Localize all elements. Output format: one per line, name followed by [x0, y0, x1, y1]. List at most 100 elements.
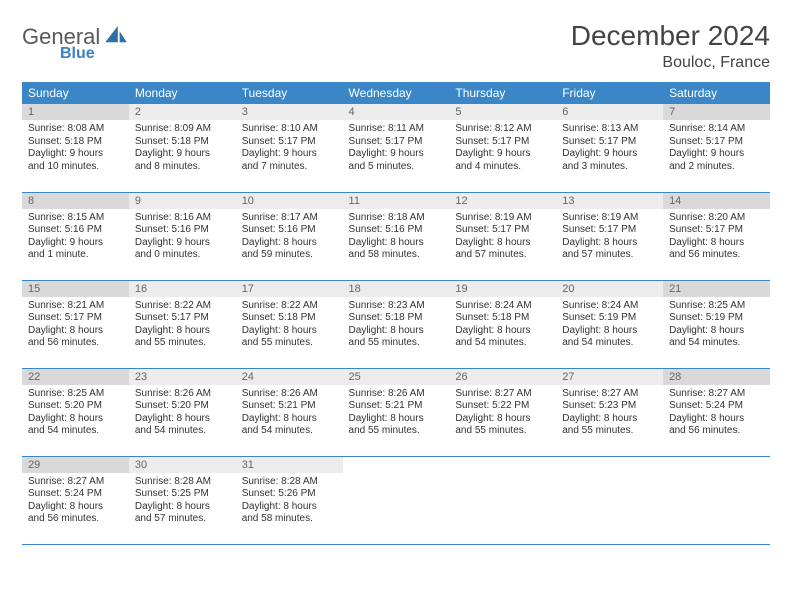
calendar-cell: 4Sunrise: 8:11 AMSunset: 5:17 PMDaylight… — [343, 104, 450, 192]
day-sunset: Sunset: 5:18 PM — [349, 312, 444, 325]
day-sunset: Sunset: 5:19 PM — [562, 312, 657, 325]
day-sunrise: Sunrise: 8:09 AM — [135, 123, 230, 136]
day-sunset: Sunset: 5:16 PM — [28, 224, 123, 237]
logo-sail-icon — [105, 26, 127, 44]
day-sunrise: Sunrise: 8:21 AM — [28, 300, 123, 313]
calendar-cell: .. — [556, 456, 663, 544]
day-detail: Sunrise: 8:14 AMSunset: 5:17 PMDaylight:… — [663, 120, 770, 177]
day-number: 26 — [449, 369, 556, 385]
day-number: 27 — [556, 369, 663, 385]
day-sunrise: Sunrise: 8:14 AM — [669, 123, 764, 136]
day-daylight2: and 54 minutes. — [135, 425, 230, 438]
day-detail: Sunrise: 8:27 AMSunset: 5:23 PMDaylight:… — [556, 385, 663, 442]
day-daylight2: and 0 minutes. — [135, 249, 230, 262]
day-detail: Sunrise: 8:15 AMSunset: 5:16 PMDaylight:… — [22, 209, 129, 266]
day-number: 15 — [22, 281, 129, 297]
day-daylight1: Daylight: 8 hours — [242, 413, 337, 426]
day-daylight2: and 7 minutes. — [242, 161, 337, 174]
day-sunrise: Sunrise: 8:13 AM — [562, 123, 657, 136]
day-detail: Sunrise: 8:28 AMSunset: 5:26 PMDaylight:… — [236, 473, 343, 530]
day-daylight2: and 5 minutes. — [349, 161, 444, 174]
day-detail: Sunrise: 8:24 AMSunset: 5:18 PMDaylight:… — [449, 297, 556, 354]
day-sunset: Sunset: 5:17 PM — [349, 136, 444, 149]
day-daylight1: Daylight: 8 hours — [562, 237, 657, 250]
day-sunset: Sunset: 5:17 PM — [135, 312, 230, 325]
day-number: 3 — [236, 104, 343, 120]
day-daylight2: and 54 minutes. — [562, 337, 657, 350]
day-sunset: Sunset: 5:17 PM — [562, 224, 657, 237]
day-number: 18 — [343, 281, 450, 297]
weekday-sunday: Sunday — [22, 82, 129, 104]
calendar-cell: 15Sunrise: 8:21 AMSunset: 5:17 PMDayligh… — [22, 280, 129, 368]
day-detail: Sunrise: 8:27 AMSunset: 5:24 PMDaylight:… — [22, 473, 129, 530]
day-detail: Sunrise: 8:10 AMSunset: 5:17 PMDaylight:… — [236, 120, 343, 177]
day-daylight2: and 55 minutes. — [135, 337, 230, 350]
calendar-cell: 12Sunrise: 8:19 AMSunset: 5:17 PMDayligh… — [449, 192, 556, 280]
day-sunrise: Sunrise: 8:23 AM — [349, 300, 444, 313]
calendar-row: 1Sunrise: 8:08 AMSunset: 5:18 PMDaylight… — [22, 104, 770, 192]
calendar-row: 8Sunrise: 8:15 AMSunset: 5:16 PMDaylight… — [22, 192, 770, 280]
day-sunrise: Sunrise: 8:22 AM — [135, 300, 230, 313]
day-sunrise: Sunrise: 8:26 AM — [349, 388, 444, 401]
day-daylight2: and 56 minutes. — [669, 425, 764, 438]
calendar-cell: 5Sunrise: 8:12 AMSunset: 5:17 PMDaylight… — [449, 104, 556, 192]
day-daylight1: Daylight: 9 hours — [349, 148, 444, 161]
calendar-cell: 14Sunrise: 8:20 AMSunset: 5:17 PMDayligh… — [663, 192, 770, 280]
day-detail: Sunrise: 8:26 AMSunset: 5:21 PMDaylight:… — [236, 385, 343, 442]
calendar-cell: 25Sunrise: 8:26 AMSunset: 5:21 PMDayligh… — [343, 368, 450, 456]
day-daylight1: Daylight: 8 hours — [242, 237, 337, 250]
day-daylight2: and 3 minutes. — [562, 161, 657, 174]
day-number: 9 — [129, 193, 236, 209]
day-sunrise: Sunrise: 8:26 AM — [242, 388, 337, 401]
day-sunrise: Sunrise: 8:27 AM — [28, 476, 123, 489]
day-sunrise: Sunrise: 8:20 AM — [669, 212, 764, 225]
calendar-cell: 29Sunrise: 8:27 AMSunset: 5:24 PMDayligh… — [22, 456, 129, 544]
day-sunset: Sunset: 5:16 PM — [135, 224, 230, 237]
day-sunrise: Sunrise: 8:25 AM — [28, 388, 123, 401]
logo: General Blue — [22, 20, 127, 63]
day-daylight2: and 58 minutes. — [349, 249, 444, 262]
day-daylight2: and 54 minutes. — [242, 425, 337, 438]
day-sunrise: Sunrise: 8:12 AM — [455, 123, 550, 136]
weekday-tuesday: Tuesday — [236, 82, 343, 104]
day-sunset: Sunset: 5:17 PM — [669, 224, 764, 237]
day-sunset: Sunset: 5:17 PM — [455, 224, 550, 237]
day-sunset: Sunset: 5:23 PM — [562, 400, 657, 413]
day-sunrise: Sunrise: 8:11 AM — [349, 123, 444, 136]
day-daylight2: and 54 minutes. — [455, 337, 550, 350]
day-number: 13 — [556, 193, 663, 209]
day-number: 14 — [663, 193, 770, 209]
day-detail: Sunrise: 8:27 AMSunset: 5:22 PMDaylight:… — [449, 385, 556, 442]
day-daylight1: Daylight: 8 hours — [562, 325, 657, 338]
day-detail: Sunrise: 8:22 AMSunset: 5:18 PMDaylight:… — [236, 297, 343, 354]
day-sunset: Sunset: 5:25 PM — [135, 488, 230, 501]
day-detail: Sunrise: 8:25 AMSunset: 5:20 PMDaylight:… — [22, 385, 129, 442]
day-number: 29 — [22, 457, 129, 473]
weekday-monday: Monday — [129, 82, 236, 104]
day-number: 30 — [129, 457, 236, 473]
day-daylight2: and 55 minutes. — [455, 425, 550, 438]
location: Bouloc, France — [571, 54, 770, 72]
day-daylight1: Daylight: 8 hours — [455, 237, 550, 250]
calendar-cell: .. — [663, 456, 770, 544]
day-detail: Sunrise: 8:19 AMSunset: 5:17 PMDaylight:… — [556, 209, 663, 266]
day-detail: Sunrise: 8:16 AMSunset: 5:16 PMDaylight:… — [129, 209, 236, 266]
day-number: 25 — [343, 369, 450, 385]
day-sunset: Sunset: 5:18 PM — [242, 312, 337, 325]
day-sunset: Sunset: 5:18 PM — [28, 136, 123, 149]
day-daylight1: Daylight: 8 hours — [242, 501, 337, 514]
day-number: 11 — [343, 193, 450, 209]
day-detail: Sunrise: 8:12 AMSunset: 5:17 PMDaylight:… — [449, 120, 556, 177]
calendar-cell: 19Sunrise: 8:24 AMSunset: 5:18 PMDayligh… — [449, 280, 556, 368]
day-sunrise: Sunrise: 8:17 AM — [242, 212, 337, 225]
day-daylight1: Daylight: 9 hours — [562, 148, 657, 161]
calendar-cell: 10Sunrise: 8:17 AMSunset: 5:16 PMDayligh… — [236, 192, 343, 280]
calendar-cell: 16Sunrise: 8:22 AMSunset: 5:17 PMDayligh… — [129, 280, 236, 368]
day-sunrise: Sunrise: 8:27 AM — [455, 388, 550, 401]
day-daylight1: Daylight: 8 hours — [669, 413, 764, 426]
day-detail: Sunrise: 8:11 AMSunset: 5:17 PMDaylight:… — [343, 120, 450, 177]
day-sunset: Sunset: 5:17 PM — [562, 136, 657, 149]
day-number: 8 — [22, 193, 129, 209]
day-sunset: Sunset: 5:16 PM — [242, 224, 337, 237]
day-number: 12 — [449, 193, 556, 209]
